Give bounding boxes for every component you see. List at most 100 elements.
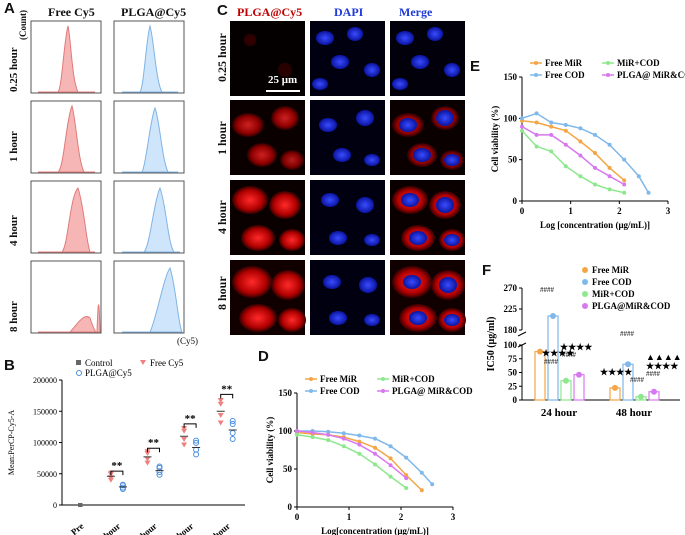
point-plga-cy5 <box>156 463 163 470</box>
data-point <box>357 433 362 438</box>
data-point <box>357 439 362 444</box>
data-point <box>326 438 331 443</box>
chart-f: 0 25 50 75 100 180 225 270 IC50 (μg/ml) 24 hour 48… <box>486 265 682 419</box>
data-point <box>404 473 409 478</box>
data-point <box>310 430 315 435</box>
point-free-cy5 <box>181 442 188 448</box>
y-axis-label: Mean:PerCP-Cy5-A <box>7 410 16 476</box>
data-point <box>373 445 377 450</box>
data-point <box>341 444 346 449</box>
y-tick-label: 180 <box>504 325 518 335</box>
legend-marker-free-cy5 <box>140 360 146 365</box>
data-point <box>534 111 539 116</box>
data-point <box>341 436 346 441</box>
annotation: #### <box>646 370 661 378</box>
histogram-free-cy5-4h <box>38 187 95 253</box>
data-point <box>373 436 377 441</box>
legend-label: Free MiR <box>545 58 583 68</box>
x-tick-label: 0 <box>295 512 300 522</box>
bar-point <box>651 388 657 395</box>
legend-marker <box>606 61 610 65</box>
legend-marker <box>534 61 538 65</box>
legend-label: PLGA@ MiR&COD <box>392 386 473 396</box>
series-line-2 <box>296 434 407 489</box>
y-tick-label: 100 <box>279 426 293 436</box>
significance-label: ** <box>185 413 197 425</box>
significance-bracket <box>183 423 197 428</box>
legend-label-plga-cy5: PLGA@Cy5 <box>85 368 132 378</box>
point-free-cy5 <box>217 398 224 403</box>
data-point <box>593 165 597 170</box>
point-free-cy5 <box>181 428 188 434</box>
data-point <box>607 174 612 179</box>
series-line-1 <box>297 430 433 485</box>
data-point <box>388 444 393 449</box>
data-point <box>578 153 583 158</box>
y-tick-label: 100 <box>504 113 518 123</box>
annotation: #### <box>562 351 577 359</box>
bar-point <box>625 361 631 368</box>
histogram-free-cy5-0.25h <box>38 25 95 93</box>
legend-label: Free MiR <box>320 374 358 384</box>
histogram-plga-cy5-0.25h <box>122 24 178 93</box>
series-line-3 <box>521 125 625 186</box>
data-point <box>430 482 435 487</box>
data-point <box>622 190 627 195</box>
legend-marker <box>582 291 588 297</box>
point-plga-cy5 <box>156 471 163 478</box>
panel-label-b: B <box>4 357 15 374</box>
data-point <box>404 455 409 460</box>
y-tick-label: 200000 <box>33 376 57 385</box>
bar-point <box>638 393 644 400</box>
x-tick-label: Pre <box>69 521 86 535</box>
y-tick-label: 150000 <box>33 407 57 416</box>
legend-marker-control <box>76 360 81 365</box>
y-tick-label: 270 <box>504 283 518 293</box>
data-point <box>419 488 424 493</box>
data-point <box>404 476 409 481</box>
legend-marker <box>309 377 313 381</box>
x-tick-label: 1 <box>568 206 573 216</box>
data-point <box>622 182 627 187</box>
data-point <box>549 124 554 129</box>
y-tick-label: 25 <box>508 381 518 391</box>
legend-marker <box>582 303 588 309</box>
series-line-3 <box>296 430 407 479</box>
x-tick-label: 2 <box>617 206 622 216</box>
significance-label: ** <box>148 437 160 449</box>
legend-label-free-cy5: Free Cy5 <box>150 358 184 368</box>
data-point <box>326 429 331 434</box>
annotation: ★★★★ <box>600 367 633 377</box>
data-point <box>607 187 612 192</box>
y-tick-label: 0 <box>53 501 57 510</box>
data-point <box>593 182 597 187</box>
point-plga-cy5 <box>229 436 236 442</box>
x-tick-label: 3 <box>666 206 671 216</box>
scale-bar-label: 25 μm <box>268 74 298 86</box>
point-plga-cy5 <box>193 439 200 446</box>
annotation: ★★★★ <box>542 348 575 358</box>
point-plga-cy5 <box>193 437 200 444</box>
x-axis-label: Log[concentration (μg/mL)] <box>321 526 429 535</box>
point-plga-cy5 <box>229 421 236 427</box>
panel-label-c: C <box>217 2 228 19</box>
data-point <box>520 116 524 121</box>
data-point <box>563 122 568 127</box>
x-tick-label: 1 <box>347 512 352 522</box>
x-tick-label: 48 hour <box>616 407 652 419</box>
panel-label-d: D <box>258 348 269 365</box>
data-point <box>607 142 612 147</box>
data-point <box>622 178 627 183</box>
annotation: #### <box>540 286 555 294</box>
data-point <box>341 431 346 436</box>
legend-marker <box>582 267 588 273</box>
histogram-plga-cy5-1h <box>122 106 178 173</box>
point-free-cy5 <box>217 420 224 426</box>
data-point <box>388 474 393 479</box>
data-point <box>636 174 641 179</box>
micrograph-plga-0.25h <box>230 21 305 96</box>
y-tick-label: 50 <box>283 464 293 474</box>
legend-label: MiR+COD <box>392 374 435 384</box>
panel-a-x-axis-label: (Cy5) <box>177 336 198 346</box>
histogram-free-cy5-1h <box>38 104 95 173</box>
